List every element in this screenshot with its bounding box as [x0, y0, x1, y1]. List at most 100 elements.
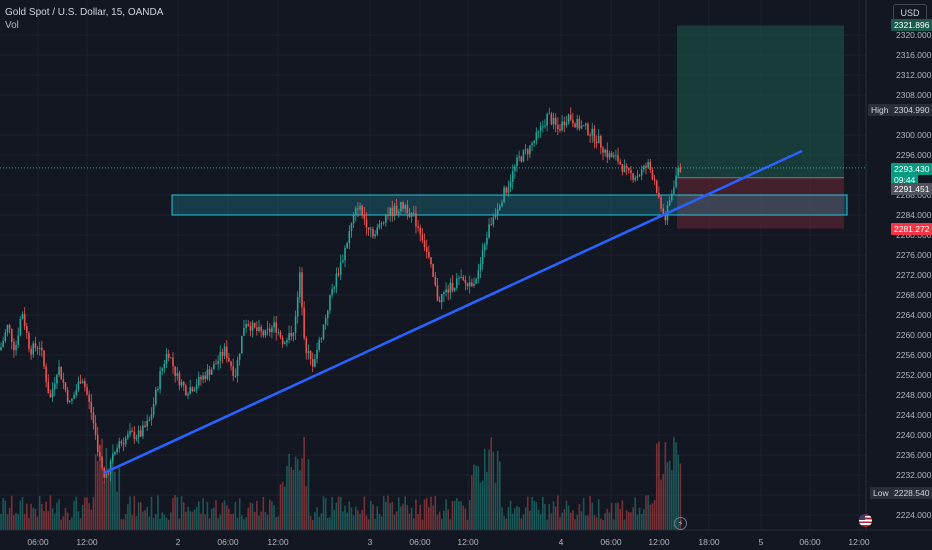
volume-bar: [223, 500, 226, 530]
candle-body: [109, 460, 112, 474]
volume-bar: [421, 519, 424, 530]
volume-bar: [148, 516, 151, 530]
candle-body: [604, 149, 606, 153]
symbol-legend[interactable]: Gold Spot / U.S. Dollar, 15, OANDA Vol: [5, 6, 163, 32]
candle-body: [339, 262, 342, 275]
volume-bar: [73, 501, 75, 530]
volume-bar: [163, 514, 166, 530]
price-tick: 2272.000: [896, 270, 932, 280]
candle-body: [354, 208, 357, 216]
candle-body: [640, 169, 643, 176]
candle-body: [569, 114, 572, 120]
volume-bar: [249, 502, 252, 530]
volume-bar: [673, 437, 675, 530]
volume-bar: [17, 514, 19, 530]
volume-bar: [30, 503, 32, 530]
volume-bar: [262, 496, 265, 530]
price-tick: 2240.000: [896, 430, 932, 440]
candle-body: [653, 179, 656, 181]
lightning-icon[interactable]: ⚡: [674, 517, 687, 530]
target-price-label: 2321.896: [891, 19, 932, 31]
candle-body: [23, 314, 26, 327]
volume-bar: [64, 507, 67, 530]
candle-body: [260, 326, 262, 332]
volume-bar: [21, 496, 24, 530]
volume-bar: [155, 513, 157, 530]
volume-bar: [468, 499, 471, 530]
candle-body: [174, 366, 176, 377]
candle-body: [617, 155, 619, 162]
volume-bar: [58, 499, 60, 530]
volume-bar: [10, 495, 13, 530]
volume-bar: [662, 474, 664, 530]
volume-bar: [284, 486, 286, 530]
candle-body: [279, 332, 282, 338]
candle-body: [443, 292, 445, 295]
volume-bar: [507, 507, 510, 530]
candle-body: [359, 205, 361, 210]
candle-body: [96, 434, 99, 453]
volume-bar: [189, 511, 191, 530]
price-tick: 2280.000: [896, 230, 932, 240]
candle-body: [262, 331, 265, 336]
volume-bar: [608, 512, 611, 530]
volume-bar: [640, 513, 643, 530]
volume-bar: [4, 500, 7, 530]
candlesticks: [0, 107, 682, 484]
candle-body: [41, 347, 43, 351]
candle-body: [107, 473, 110, 475]
volume-bar: [71, 517, 73, 530]
candle-body: [526, 149, 529, 155]
candle-body: [449, 282, 452, 293]
candle-body: [503, 187, 505, 203]
candle-body: [180, 381, 183, 386]
candle-body: [647, 161, 649, 168]
volume-bar: [600, 518, 602, 530]
volume-bar: [294, 456, 297, 530]
volume-bar: [428, 507, 430, 530]
candle-body: [333, 286, 336, 289]
candle-body: [62, 379, 65, 383]
volume-bar: [286, 465, 288, 530]
volume-bar: [342, 511, 344, 530]
candle-body: [378, 224, 381, 228]
volume-bar: [658, 441, 660, 530]
candle-body: [402, 201, 404, 209]
volume-bar: [623, 519, 626, 530]
volume-bar: [170, 512, 172, 530]
time-tick: 5: [758, 537, 764, 547]
candle-body: [391, 207, 394, 217]
volume-bar: [84, 497, 86, 530]
candle-body: [587, 123, 589, 135]
volume-bar: [531, 496, 533, 530]
candle-body: [496, 209, 499, 216]
price-tick: 2264.000: [896, 310, 932, 320]
candle-body: [200, 376, 202, 380]
price-tick: 2316.000: [896, 50, 932, 60]
volume-bar: [309, 515, 312, 530]
candle-body: [318, 339, 320, 350]
symbol-title: Gold Spot / U.S. Dollar, 15, OANDA: [5, 7, 164, 18]
candle-body: [367, 227, 370, 230]
candle-body: [494, 215, 497, 218]
volume-bar: [430, 496, 432, 530]
drawing-lines: [0, 149, 866, 475]
volume-bar: [204, 514, 207, 530]
candle-body: [6, 324, 9, 333]
volume-bar: [634, 497, 637, 530]
us-flag-icon[interactable]: [859, 514, 872, 527]
volume-bar: [176, 497, 179, 530]
time-tick: 06:00: [600, 537, 622, 547]
volume-bar: [483, 448, 486, 530]
volume-bar: [178, 518, 181, 530]
volume-bar: [511, 513, 514, 530]
volume-bar: [526, 496, 529, 530]
volume-bar: [253, 511, 256, 530]
candle-body: [645, 165, 647, 168]
volume-bar: [172, 498, 174, 530]
volume-bar: [378, 513, 381, 530]
candle-body: [152, 404, 155, 415]
volume-bar: [350, 507, 353, 530]
candle-body: [105, 473, 108, 478]
